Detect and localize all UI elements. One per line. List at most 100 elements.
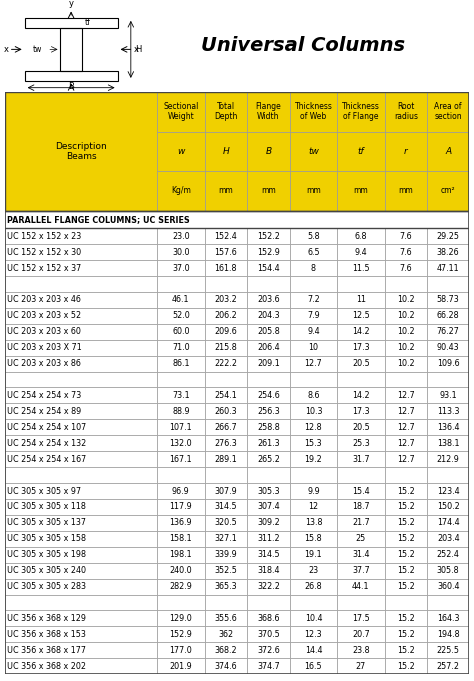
Bar [205, 276, 247, 292]
Bar [5, 92, 157, 210]
Text: 13.8: 13.8 [305, 518, 322, 527]
Bar [384, 419, 427, 435]
Text: 17.3: 17.3 [352, 343, 370, 352]
Text: 327.1: 327.1 [215, 535, 237, 543]
Bar [5, 595, 157, 610]
Bar [205, 499, 247, 515]
Bar [384, 579, 427, 595]
Text: r: r [404, 147, 408, 156]
Text: 15.2: 15.2 [397, 646, 415, 655]
Text: 276.3: 276.3 [215, 439, 237, 447]
Text: 258.8: 258.8 [257, 423, 280, 432]
Bar [337, 92, 384, 131]
Text: UC 305 x 305 x 283: UC 305 x 305 x 283 [7, 582, 86, 591]
Bar [337, 579, 384, 595]
Text: UC 305 x 305 x 240: UC 305 x 305 x 240 [7, 566, 86, 575]
Bar [5, 547, 157, 563]
Text: 7.6: 7.6 [400, 232, 412, 240]
Bar [290, 387, 337, 403]
Text: 12.8: 12.8 [305, 423, 322, 432]
Bar [157, 547, 205, 563]
Text: Area of
section: Area of section [434, 102, 462, 121]
Text: 215.8: 215.8 [215, 343, 237, 352]
Text: Flange
Width: Flange Width [255, 102, 282, 121]
Bar [205, 610, 247, 627]
Bar [157, 435, 205, 452]
Bar [247, 547, 290, 563]
Bar [205, 228, 247, 244]
Bar [5, 355, 157, 372]
Text: 225.5: 225.5 [437, 646, 460, 655]
Text: 11: 11 [356, 296, 366, 304]
Bar [290, 467, 337, 483]
Text: 206.4: 206.4 [257, 343, 280, 352]
Bar [337, 340, 384, 355]
Bar [5, 642, 157, 659]
Text: 152.4: 152.4 [215, 232, 237, 240]
Text: 10.2: 10.2 [397, 359, 415, 368]
Bar [5, 419, 157, 435]
Bar [205, 355, 247, 372]
Text: H: H [136, 45, 142, 54]
Text: B: B [68, 82, 74, 91]
Bar [205, 387, 247, 403]
Bar [247, 452, 290, 467]
Text: 164.3: 164.3 [437, 614, 459, 623]
Bar [5, 659, 157, 674]
Bar [247, 627, 290, 642]
Bar [247, 515, 290, 530]
Bar [157, 92, 205, 131]
Bar [5, 610, 157, 627]
Bar [157, 499, 205, 515]
Bar [427, 276, 469, 292]
Bar [205, 547, 247, 563]
Bar [5, 435, 157, 452]
Text: 107.1: 107.1 [170, 423, 192, 432]
Text: 25: 25 [356, 535, 366, 543]
Bar [290, 659, 337, 674]
Text: 20.5: 20.5 [352, 359, 370, 368]
Text: 14.4: 14.4 [305, 646, 322, 655]
Bar [427, 92, 469, 131]
Text: mm: mm [354, 187, 368, 195]
Bar [205, 563, 247, 579]
Bar [157, 171, 205, 210]
Text: 240.0: 240.0 [170, 566, 192, 575]
Text: 254.1: 254.1 [215, 391, 237, 400]
Bar [384, 171, 427, 210]
Text: UC 203 x 203 x 52: UC 203 x 203 x 52 [7, 311, 81, 320]
Bar [205, 435, 247, 452]
Bar [157, 530, 205, 547]
Text: 16.5: 16.5 [305, 662, 322, 671]
Text: 17.5: 17.5 [352, 614, 370, 623]
Bar [290, 355, 337, 372]
Text: 15.2: 15.2 [397, 630, 415, 639]
Text: 320.5: 320.5 [215, 518, 237, 527]
Text: 25.3: 25.3 [352, 439, 370, 447]
Bar [384, 610, 427, 627]
Bar [427, 308, 469, 323]
Text: Root
radius: Root radius [394, 102, 418, 121]
Text: 339.9: 339.9 [215, 550, 237, 559]
Bar [5, 210, 469, 228]
Bar [290, 563, 337, 579]
Bar [290, 579, 337, 595]
Text: mm: mm [399, 187, 413, 195]
Bar [205, 627, 247, 642]
Text: 161.8: 161.8 [215, 264, 237, 272]
Text: UC 203 x 203 x 46: UC 203 x 203 x 46 [7, 296, 81, 304]
Text: Thickness
of Web: Thickness of Web [294, 102, 332, 121]
Text: cm²: cm² [441, 187, 456, 195]
Bar [384, 595, 427, 610]
Bar [247, 659, 290, 674]
Text: Sectional
Weight: Sectional Weight [163, 102, 199, 121]
Bar [157, 244, 205, 260]
Bar [205, 579, 247, 595]
Bar [427, 435, 469, 452]
Text: 10.2: 10.2 [397, 296, 415, 304]
Bar [290, 530, 337, 547]
Bar [337, 435, 384, 452]
Text: 38.26: 38.26 [437, 248, 459, 257]
Text: 150.2: 150.2 [437, 503, 460, 511]
Text: 9.4: 9.4 [307, 327, 320, 336]
